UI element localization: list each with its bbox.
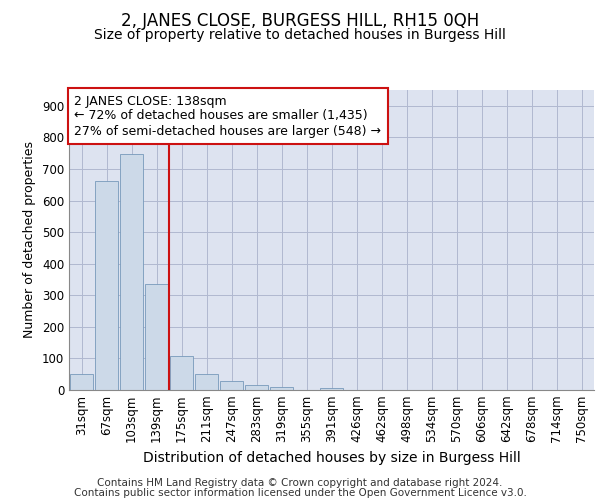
Text: 2, JANES CLOSE, BURGESS HILL, RH15 0QH: 2, JANES CLOSE, BURGESS HILL, RH15 0QH [121,12,479,30]
Bar [194,374,218,390]
Bar [95,181,118,390]
Bar [119,154,143,390]
Bar [220,382,244,390]
Text: Contains HM Land Registry data © Crown copyright and database right 2024.: Contains HM Land Registry data © Crown c… [97,478,503,488]
Bar [70,374,94,390]
Text: Contains public sector information licensed under the Open Government Licence v3: Contains public sector information licen… [74,488,526,498]
Bar [170,356,193,390]
Text: 2 JANES CLOSE: 138sqm
← 72% of detached houses are smaller (1,435)
27% of semi-d: 2 JANES CLOSE: 138sqm ← 72% of detached … [74,94,381,138]
Y-axis label: Number of detached properties: Number of detached properties [23,142,37,338]
Bar [269,387,293,390]
Bar [245,386,268,390]
Bar [320,388,343,390]
X-axis label: Distribution of detached houses by size in Burgess Hill: Distribution of detached houses by size … [143,451,520,465]
Text: Size of property relative to detached houses in Burgess Hill: Size of property relative to detached ho… [94,28,506,42]
Bar [145,284,169,390]
